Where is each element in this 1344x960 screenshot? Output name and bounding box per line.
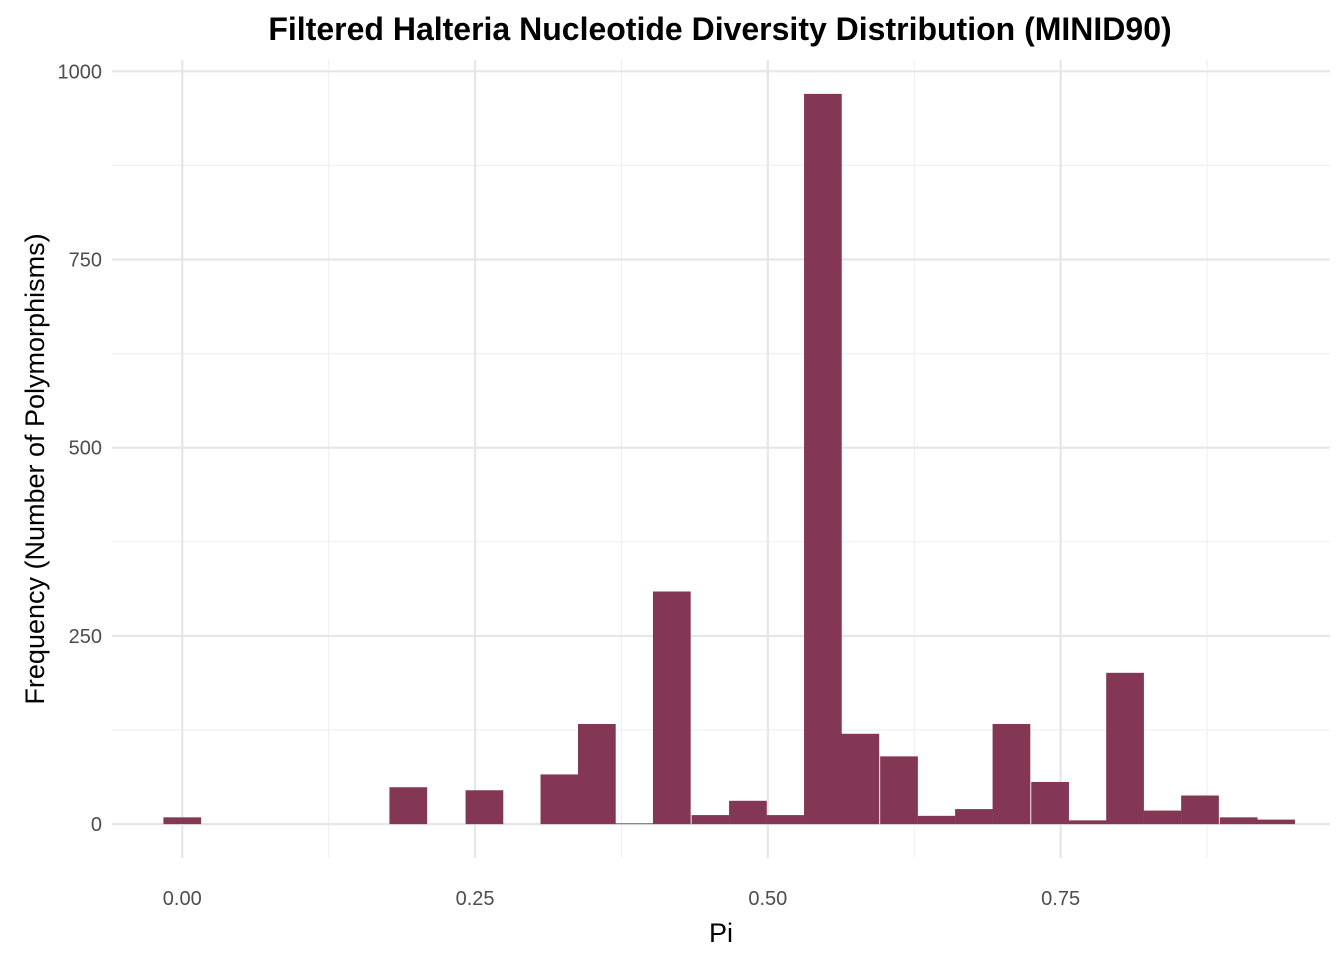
histogram-bar <box>766 815 805 825</box>
histogram-bar <box>540 774 579 825</box>
y-axis-title: Frequency (Number of Polymorphisms) <box>20 233 50 704</box>
histogram-bar <box>841 733 880 825</box>
histogram-bar <box>917 815 956 825</box>
histogram-bar <box>1068 820 1107 825</box>
histogram-bar <box>465 790 504 825</box>
y-tick-label: 750 <box>69 250 102 272</box>
histogram-bar <box>1257 819 1295 825</box>
x-tick-label: 0.50 <box>748 888 787 910</box>
chart-title: Filtered Halteria Nucleotide Diversity D… <box>268 11 1171 47</box>
histogram-bar <box>880 756 918 825</box>
histogram-bar <box>992 723 1031 825</box>
histogram-bar <box>652 591 691 825</box>
histogram-bars <box>163 93 1295 825</box>
y-tick-label: 250 <box>69 626 102 648</box>
histogram-bar <box>955 809 993 825</box>
x-axis-title: Pi <box>709 918 733 948</box>
histogram-bar <box>1031 781 1069 825</box>
histogram-bar <box>615 823 654 825</box>
x-tick-label: 0.25 <box>456 888 495 910</box>
minor-gridlines <box>112 60 1330 858</box>
major-gridlines <box>112 60 1330 858</box>
histogram-bar <box>578 723 616 825</box>
x-axis-ticks: 0.00 0.25 0.50 0.75 <box>163 888 1080 910</box>
x-tick-label: 0.00 <box>163 888 202 910</box>
y-axis-ticks: 0 250 500 750 1000 <box>58 61 103 836</box>
histogram-bar <box>1106 672 1144 825</box>
y-tick-label: 1000 <box>58 61 103 83</box>
histogram-bar <box>804 93 842 825</box>
histogram-bar <box>163 817 202 825</box>
y-tick-label: 0 <box>91 814 102 836</box>
y-tick-label: 500 <box>69 438 102 460</box>
histogram-bar <box>1181 795 1219 825</box>
histogram-bar <box>1219 817 1258 825</box>
histogram-bar <box>1143 810 1182 825</box>
histogram-bar <box>729 800 767 825</box>
histogram-bar <box>389 787 428 825</box>
x-tick-label: 0.75 <box>1041 888 1080 910</box>
histogram-bar <box>691 815 730 825</box>
